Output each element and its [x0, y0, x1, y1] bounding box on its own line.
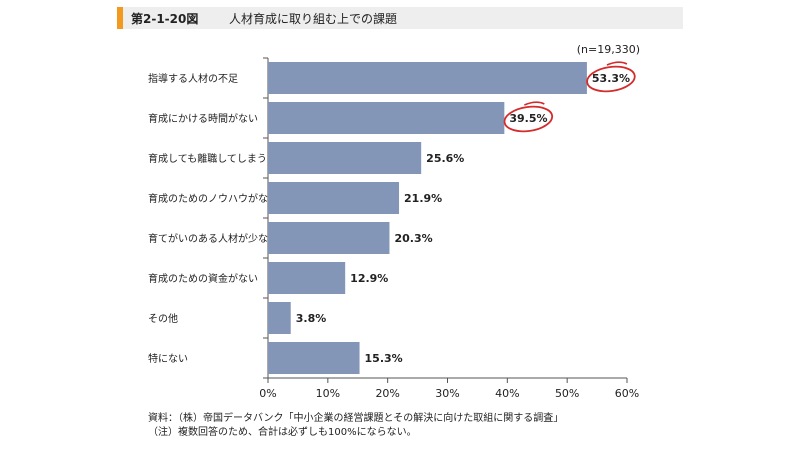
- bar: [268, 62, 587, 94]
- category-label: 指導する人材の不足: [148, 72, 238, 85]
- category-label: その他: [148, 312, 178, 325]
- figure-header: 第2-1-20図 人材育成に取り組む上での課題: [117, 7, 683, 29]
- highlight-stroke: [606, 61, 628, 66]
- value-label: 25.6%: [426, 152, 464, 165]
- source-note: 資料：（株）帝国データバンク「中小企業の経営課題とその解決に向けた取組に関する調…: [148, 413, 564, 424]
- category-label: 育成しても離職してしまう: [148, 152, 267, 165]
- value-label: 53.3%: [592, 72, 630, 85]
- x-tick-label: 10%: [316, 387, 340, 400]
- category-label: 育成のためのノウハウがない: [148, 192, 278, 205]
- highlight-circle: [503, 105, 554, 133]
- category-label: 育てがいのある人材が少ない: [148, 232, 278, 245]
- highlight-stroke: [524, 101, 545, 106]
- header-accent-bar: [117, 7, 123, 29]
- value-label: 20.3%: [394, 232, 432, 245]
- value-label: 12.9%: [350, 272, 388, 285]
- value-label: 21.9%: [404, 192, 442, 205]
- bar: [268, 182, 400, 214]
- category-label: 特にない: [148, 353, 188, 365]
- figure-number: 第2-1-20図: [131, 12, 199, 26]
- category-label: 育成のための資金がない: [148, 272, 258, 285]
- sample-size-note: (n=19,330): [577, 43, 640, 56]
- x-tick-label: 20%: [375, 387, 399, 400]
- figure-title: 人材育成に取り組む上での課題: [229, 12, 398, 26]
- bar: [268, 102, 505, 134]
- bar: [268, 222, 390, 254]
- footnote: （注）複数回答のため、合計は必ずしも100%にならない。: [148, 427, 417, 438]
- value-label: 15.3%: [365, 352, 403, 365]
- x-tick-label: 0%: [259, 387, 276, 400]
- x-tick-label: 50%: [555, 387, 579, 400]
- bar: [268, 142, 422, 174]
- category-label: 育成にかける時間がない: [148, 112, 258, 125]
- bar: [268, 342, 360, 374]
- highlight-circle: [586, 65, 636, 93]
- bar: [268, 302, 291, 334]
- x-tick-label: 40%: [495, 387, 519, 400]
- bars-layer: 0% 10% 20% 30% 40% 50% 60% 指導する人材の不足 53.3% 育成にかける…: [148, 57, 639, 400]
- x-tick-label: 30%: [435, 387, 459, 400]
- chart-notes: 資料：（株）帝国データバンク「中小企業の経営課題とその解決に向けた取組に関する調…: [148, 412, 563, 440]
- x-tick-label: 60%: [615, 387, 639, 400]
- value-label: 39.5%: [509, 112, 547, 125]
- bar: [268, 262, 346, 294]
- value-label: 3.8%: [296, 312, 327, 325]
